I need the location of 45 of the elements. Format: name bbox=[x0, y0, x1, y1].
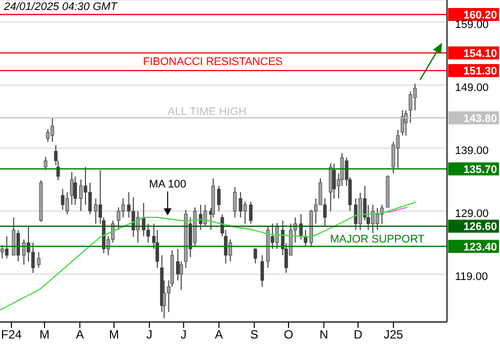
x-tick-label: M bbox=[109, 328, 120, 342]
ref-line-label: 151.30 bbox=[463, 66, 497, 78]
ref-line-label: 126.60 bbox=[463, 221, 497, 234]
y-tick-label: 159.00 bbox=[455, 18, 489, 31]
x-tick-label: J bbox=[180, 328, 187, 342]
candlestick bbox=[249, 201, 253, 224]
y-tick-label: 129.00 bbox=[455, 208, 489, 220]
annotation: MA 100 bbox=[148, 178, 186, 190]
candlestick bbox=[73, 176, 77, 206]
x-tick-label: F24 bbox=[1, 328, 22, 342]
x-tick-label: M bbox=[39, 328, 50, 342]
y-tick-label: 149.00 bbox=[455, 82, 489, 94]
candlestick bbox=[304, 230, 308, 248]
annotation: FIBONACCI RESISTANCES bbox=[143, 56, 283, 68]
candlestick bbox=[36, 252, 40, 268]
y-tick-label: 139.00 bbox=[455, 144, 489, 157]
annotation: ALL TIME HIGH bbox=[168, 106, 247, 118]
candlestick bbox=[180, 261, 183, 290]
ref-line-label: 143.80 bbox=[463, 112, 497, 125]
candlestick bbox=[70, 172, 74, 206]
x-tick-label: O bbox=[284, 328, 294, 342]
candlestick bbox=[233, 186, 237, 218]
annotation: 24/01/2025 04:30 GMT bbox=[4, 1, 118, 13]
x-tick-label: A bbox=[214, 328, 223, 342]
annotation: MAJOR SUPPORT bbox=[330, 233, 425, 246]
x-tick-label: D bbox=[354, 328, 363, 342]
candlestick bbox=[260, 254, 264, 288]
candlestick bbox=[44, 156, 48, 171]
candlestick bbox=[254, 248, 258, 264]
ref-line-label: 154.10 bbox=[463, 48, 497, 60]
y-tick-label: 119.00 bbox=[455, 271, 488, 284]
candlestick bbox=[16, 230, 20, 262]
x-tick-label: A bbox=[76, 328, 84, 342]
ref-line-label: 135.70 bbox=[463, 164, 497, 176]
x-tick-label: N bbox=[320, 328, 328, 342]
candlestick bbox=[65, 192, 69, 215]
x-tick-label: J25 bbox=[384, 328, 404, 342]
candlestick bbox=[203, 204, 207, 228]
candlestick bbox=[217, 185, 221, 212]
x-tick-label: J bbox=[146, 328, 152, 342]
x-tick-label: S bbox=[250, 328, 258, 342]
ref-line-label: 160.20 bbox=[463, 9, 497, 22]
ref-line-label: 123.40 bbox=[463, 241, 497, 254]
candlestick bbox=[46, 128, 50, 142]
candlestick bbox=[400, 110, 404, 136]
